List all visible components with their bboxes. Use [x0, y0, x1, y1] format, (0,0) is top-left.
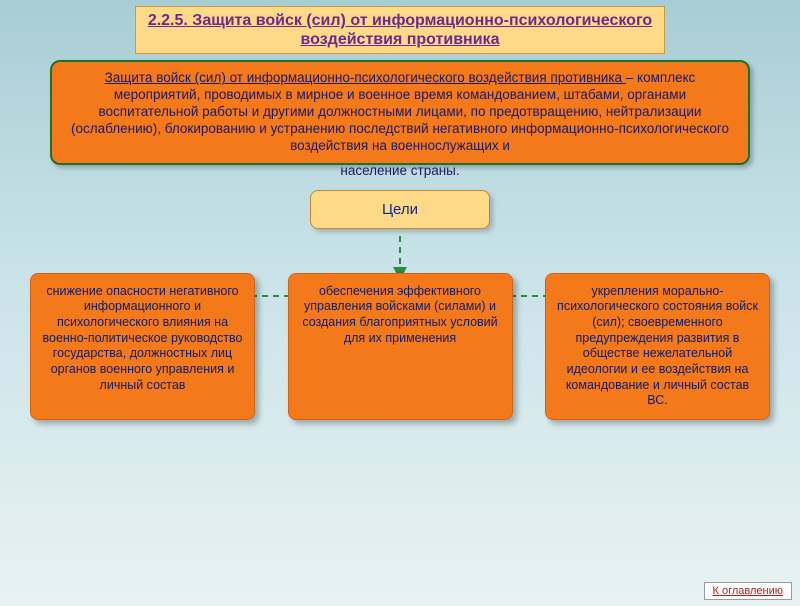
goal-columns: снижение опасности негативного информаци… [0, 273, 800, 420]
section-title: 2.2.5. Защита войск (сил) от информацион… [146, 11, 654, 49]
goals-box: Цели [310, 190, 490, 229]
definition-lead: Защита войск (сил) от информационно-псих… [105, 70, 626, 85]
toc-button[interactable]: К оглавлению [704, 582, 793, 600]
definition-trail: население страны. [0, 163, 800, 178]
goal-col-3: укрепления морально-психологического сос… [545, 273, 770, 420]
goal-col-1: снижение опасности негативного информаци… [30, 273, 255, 420]
goals-label: Цели [382, 201, 418, 218]
section-title-box: 2.2.5. Защита войск (сил) от информацион… [135, 6, 665, 54]
goal-col-2: обеспечения эффективного управления войс… [288, 273, 513, 420]
definition-box: Защита войск (сил) от информационно-псих… [50, 60, 750, 164]
